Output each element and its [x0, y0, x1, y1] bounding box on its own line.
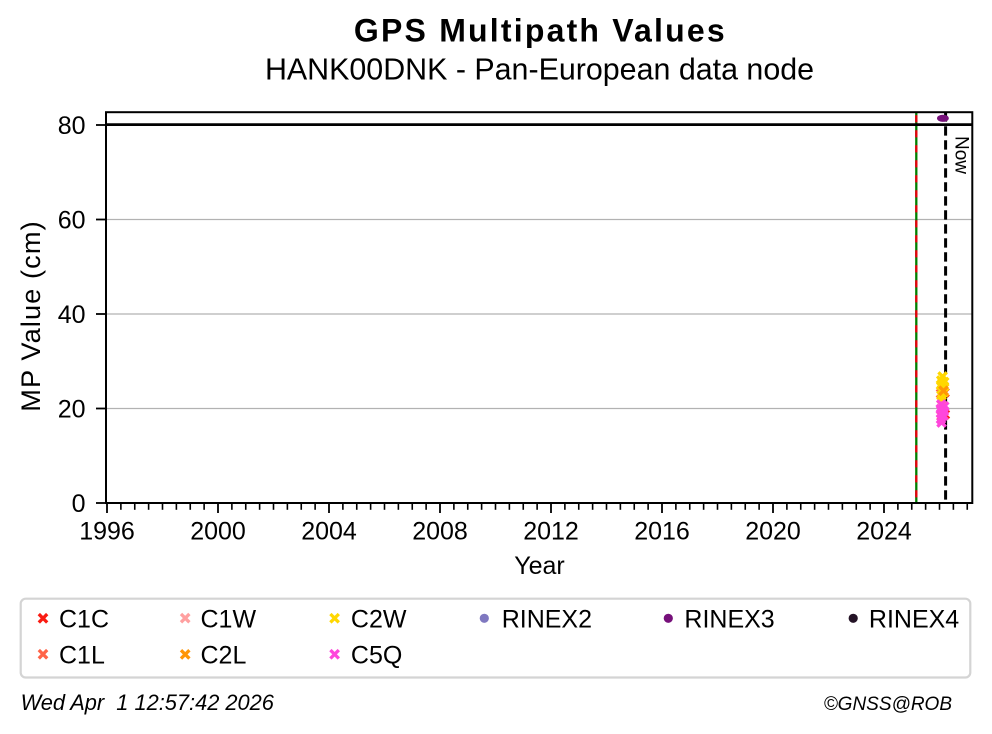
- svg-text:2016: 2016: [634, 517, 690, 545]
- svg-text:0: 0: [72, 490, 86, 518]
- svg-text:Year: Year: [514, 552, 565, 580]
- svg-text:C2W: C2W: [351, 605, 407, 633]
- svg-text:C1W: C1W: [201, 605, 257, 633]
- svg-text:1996: 1996: [79, 517, 135, 545]
- svg-text:GPS Multipath Values: GPS Multipath Values: [354, 12, 727, 48]
- svg-text:40: 40: [58, 301, 86, 329]
- svg-text:2000: 2000: [190, 517, 246, 545]
- svg-text:C1L: C1L: [59, 641, 105, 669]
- svg-text:2024: 2024: [856, 517, 912, 545]
- svg-text:2012: 2012: [523, 517, 579, 545]
- svg-text:80: 80: [58, 112, 86, 140]
- svg-text:RINEX2: RINEX2: [502, 605, 592, 633]
- svg-text:RINEX3: RINEX3: [684, 605, 774, 633]
- svg-text:60: 60: [58, 207, 86, 235]
- svg-text:©GNSS@ROB: ©GNSS@ROB: [824, 694, 953, 715]
- svg-text:2008: 2008: [412, 517, 468, 545]
- svg-text:MP Value (cm): MP Value (cm): [15, 220, 46, 412]
- svg-text:C5Q: C5Q: [351, 641, 402, 669]
- svg-text:2020: 2020: [745, 517, 801, 545]
- svg-text:C2L: C2L: [201, 641, 247, 669]
- svg-text:2004: 2004: [301, 517, 357, 545]
- svg-text:HANK00DNK - Pan-European data: HANK00DNK - Pan-European data node: [265, 53, 814, 87]
- svg-text:C1C: C1C: [59, 605, 109, 633]
- svg-text:20: 20: [58, 396, 86, 424]
- svg-text:RINEX4: RINEX4: [869, 605, 959, 633]
- svg-text:Now: Now: [950, 136, 971, 174]
- svg-text:Wed Apr 1 12:57:42 2026: Wed Apr 1 12:57:42 2026: [21, 690, 275, 715]
